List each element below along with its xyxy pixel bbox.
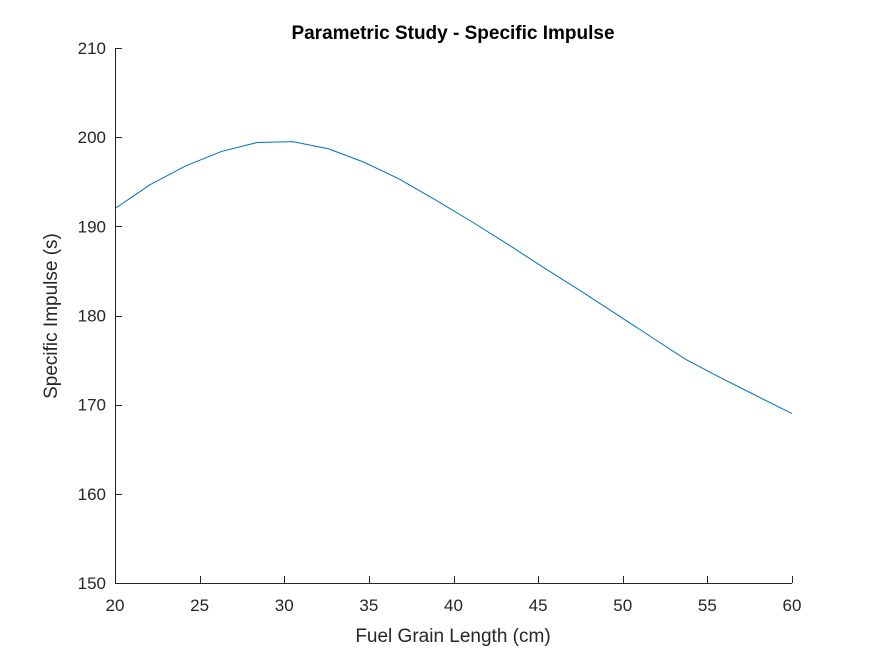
y-tick-label: 160 [78,485,106,504]
y-tick-label: 150 [78,574,106,593]
x-tick-label: 40 [444,596,463,615]
chart-title: Parametric Study - Specific Impulse [291,23,614,44]
x-tick-label: 45 [529,596,548,615]
y-tick-label: 170 [78,396,106,415]
y-tick-label: 200 [78,128,106,147]
x-tick-label: 50 [613,596,632,615]
y-tick-label: 210 [78,39,106,58]
series-line-1 [114,141,793,415]
x-tick-label: 25 [190,596,209,615]
x-axis-label: Fuel Grain Length (cm) [355,626,550,647]
y-tick-label: 180 [78,307,106,326]
x-tick-label: 60 [783,596,802,615]
x-tick-label: 30 [275,596,294,615]
x-tick-label: 55 [698,596,717,615]
y-axis-label: Specific Impulse (s) [41,233,62,399]
x-tick-label: 20 [106,596,125,615]
x-tick-label: 35 [359,596,378,615]
y-tick-label: 190 [78,217,106,236]
axis-ticks: 20 25 30 35 40 45 50 55 60 150 160 170 180 190 200 210 [78,39,802,615]
series-group [114,141,793,415]
